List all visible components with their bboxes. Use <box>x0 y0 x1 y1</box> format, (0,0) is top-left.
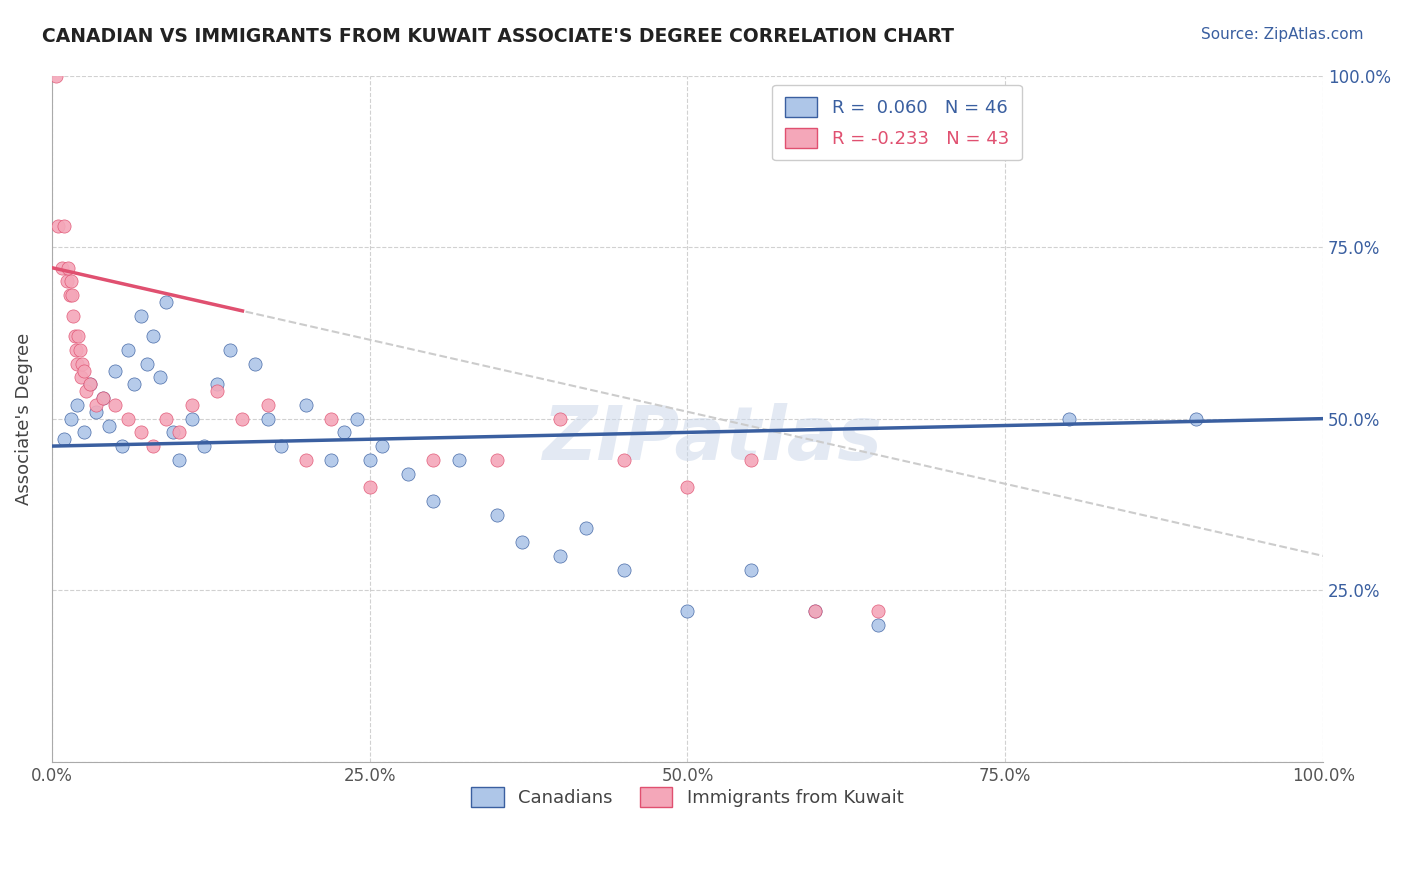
Point <box>868 617 890 632</box>
Point <box>1057 411 1080 425</box>
Point <box>295 452 318 467</box>
Point <box>180 398 202 412</box>
Point <box>70 370 93 384</box>
Point <box>447 452 470 467</box>
Point <box>91 391 114 405</box>
Point <box>62 309 84 323</box>
Point <box>613 452 636 467</box>
Point <box>136 357 159 371</box>
Point <box>550 411 572 425</box>
Point <box>613 563 636 577</box>
Point <box>155 295 177 310</box>
Point <box>79 377 101 392</box>
Point <box>205 384 228 399</box>
Point <box>422 494 444 508</box>
Point <box>66 398 89 412</box>
Point <box>97 418 120 433</box>
Point <box>117 343 139 357</box>
Point <box>129 425 152 440</box>
Point <box>117 411 139 425</box>
Point <box>56 274 79 288</box>
Point <box>60 288 83 302</box>
Point <box>333 425 356 440</box>
Point <box>270 439 292 453</box>
Point <box>65 343 87 357</box>
Point <box>371 439 394 453</box>
Point <box>676 480 699 494</box>
Point <box>84 405 107 419</box>
Point <box>1185 411 1208 425</box>
Point <box>321 411 343 425</box>
Point <box>396 467 419 481</box>
Point <box>243 357 266 371</box>
Point <box>485 508 508 522</box>
Point <box>550 549 572 563</box>
Point <box>53 219 76 234</box>
Point <box>67 329 90 343</box>
Point <box>51 260 73 275</box>
Point <box>295 398 318 412</box>
Point <box>72 357 94 371</box>
Point <box>193 439 215 453</box>
Point <box>75 384 97 399</box>
Point <box>740 452 762 467</box>
Point <box>868 604 890 618</box>
Point <box>346 411 368 425</box>
Point <box>162 425 184 440</box>
Point <box>72 425 94 440</box>
Point <box>575 521 598 535</box>
Point <box>79 377 101 392</box>
Point <box>510 535 533 549</box>
Point <box>803 604 825 618</box>
Point <box>84 398 107 412</box>
Point <box>91 391 114 405</box>
Point <box>180 411 202 425</box>
Point <box>218 343 240 357</box>
Point <box>104 398 127 412</box>
Point <box>53 432 76 446</box>
Text: ZIPatlas: ZIPatlas <box>543 402 883 475</box>
Legend: Canadians, Immigrants from Kuwait: Canadians, Immigrants from Kuwait <box>464 780 911 814</box>
Point <box>46 219 69 234</box>
Point <box>63 329 86 343</box>
Point <box>359 480 381 494</box>
Point <box>111 439 134 453</box>
Point <box>676 604 699 618</box>
Point <box>104 363 127 377</box>
Point <box>149 370 172 384</box>
Text: CANADIAN VS IMMIGRANTS FROM KUWAIT ASSOCIATE'S DEGREE CORRELATION CHART: CANADIAN VS IMMIGRANTS FROM KUWAIT ASSOC… <box>42 27 955 45</box>
Point <box>45 69 67 83</box>
Point <box>124 377 146 392</box>
Point <box>72 363 94 377</box>
Point <box>485 452 508 467</box>
Point <box>69 343 91 357</box>
Point <box>359 452 381 467</box>
Point <box>155 411 177 425</box>
Point <box>142 439 165 453</box>
Point <box>167 452 190 467</box>
Point <box>321 452 343 467</box>
Point <box>257 398 280 412</box>
Point <box>59 411 82 425</box>
Text: Source: ZipAtlas.com: Source: ZipAtlas.com <box>1201 27 1364 42</box>
Point <box>58 260 80 275</box>
Y-axis label: Associate's Degree: Associate's Degree <box>15 333 32 505</box>
Point <box>205 377 228 392</box>
Point <box>167 425 190 440</box>
Point <box>740 563 762 577</box>
Point <box>58 288 80 302</box>
Point <box>59 274 82 288</box>
Point <box>66 357 89 371</box>
Point <box>422 452 444 467</box>
Point <box>803 604 825 618</box>
Point <box>129 309 152 323</box>
Point <box>231 411 253 425</box>
Point <box>142 329 165 343</box>
Point <box>257 411 280 425</box>
